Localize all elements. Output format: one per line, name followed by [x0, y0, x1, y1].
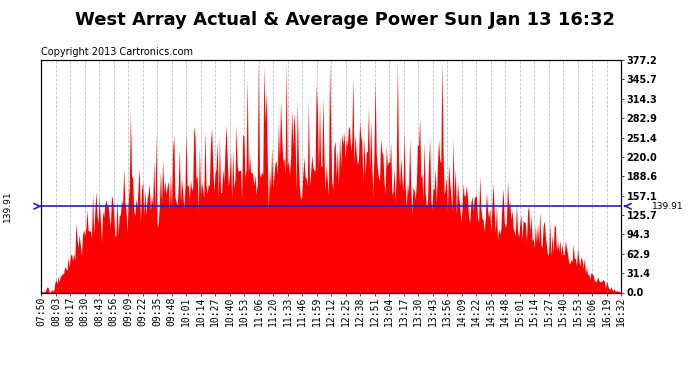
Text: 139.91: 139.91	[652, 202, 684, 211]
Text: 139.91: 139.91	[3, 190, 12, 222]
Text: West Array Actual & Average Power Sun Jan 13 16:32: West Array Actual & Average Power Sun Ja…	[75, 11, 615, 29]
Text: Copyright 2013 Cartronics.com: Copyright 2013 Cartronics.com	[41, 47, 193, 57]
